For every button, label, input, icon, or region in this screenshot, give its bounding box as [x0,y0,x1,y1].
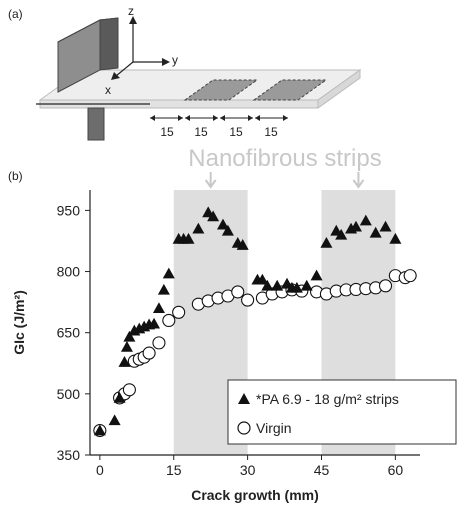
panel-b-label: (b) [8,169,23,183]
dimension-label-2: 15 [194,125,208,139]
x-tick-label: 45 [314,462,330,478]
hinge-lower [87,107,105,141]
pa-strip-point [261,279,274,291]
z-axis-head [129,16,137,24]
pa-strip-point [335,228,348,240]
legend-circle-marker [237,421,251,435]
x-tick-label: 15 [166,462,182,478]
y-axis-label: y [172,53,178,67]
virgin-point [142,346,156,360]
band-arrows [204,172,365,189]
legend-label-virgin: Virgin [256,420,292,436]
pa-strip-point [216,218,229,230]
pa-strip-point [148,317,161,329]
virgin-point [378,279,393,293]
pa-strip-point [123,330,136,342]
y-tick-label: 500 [57,386,81,402]
x-tick-label: 60 [388,462,404,478]
panel-a-label: (a) [8,7,23,21]
pa-strip-point [157,283,170,295]
band-arrow-head-2 [352,179,365,189]
dimension-label-1: 15 [160,125,174,139]
pa-strip-point [256,273,269,285]
data-series [93,206,417,438]
pa-strip-point [113,391,126,403]
pa-strip-point [182,232,195,244]
virgin-point [122,383,136,397]
pa-strip-point [290,281,303,293]
pa-strip-point [118,356,131,367]
pa-strip-point [162,267,175,279]
y-tick-label: 350 [57,447,81,463]
pa-strip-point [271,279,284,291]
pa-strip-point [379,220,392,232]
pa-strip-point [310,269,323,281]
band-arrow-head-1 [204,179,217,189]
axis-ticks: 0 15 30 45 60 350 500 650 800 950 [57,202,404,478]
dimension-arrows [150,115,288,121]
pa-strip-point [349,220,362,232]
virgin-point [403,269,417,283]
z-axis-label: z [128,4,134,18]
virgin-point [231,285,245,299]
pa-strip-point [300,279,313,291]
pa-strip-point [369,226,382,238]
pa-strip-point [389,232,402,244]
legend: *PA 6.9 - 18 g/m² strips Virgin [227,379,457,445]
x-tick-label: 0 [96,462,104,478]
y-axis-head [162,58,170,66]
legend-box [227,379,457,445]
dimension-label-4: 15 [264,125,278,139]
panel-b: (b) Nanofibrous strips 0 15 30 45 60 350 500 65… [8,145,457,503]
pa-strip-point [93,424,106,436]
x-tick-label: 30 [240,462,256,478]
plot-axes [89,190,420,456]
y-tick-label: 950 [57,202,81,218]
pa-strip-point [108,414,121,426]
virgin-point [162,313,176,328]
virgin-point [152,336,166,350]
legend-triangle-marker [238,393,250,404]
pa-strip-point [221,224,234,236]
pa-strip-point [207,210,220,222]
x-axis-head [111,72,120,80]
pa-strip-point [120,340,133,352]
pa-strip-point [236,239,249,250]
x-axis-title: Crack growth (mm) [191,487,319,503]
virgin-point [172,305,186,319]
strip-patch-1 [183,79,259,101]
pa-strip-point [359,214,372,226]
virgin-point [241,293,255,307]
y-axis-title: GIc (J/m²) [11,290,27,355]
panel-a: (a) z y x [8,4,362,141]
band-annotation: Nanofibrous strips [188,145,381,172]
y-tick-label: 650 [57,325,81,341]
y-tick-label: 800 [57,264,81,280]
x-axis-label: x [105,83,111,97]
pa-strip-point [192,222,205,234]
strip-patch-2 [252,79,328,101]
hinge-side [99,17,119,71]
pa-strip-point [320,237,333,248]
legend-label-pa: *PA 6.9 - 18 g/m² strips [256,391,399,407]
pa-strip-point [152,302,165,314]
x-axis-arrow [115,61,134,77]
dimension-label-3: 15 [229,125,243,139]
